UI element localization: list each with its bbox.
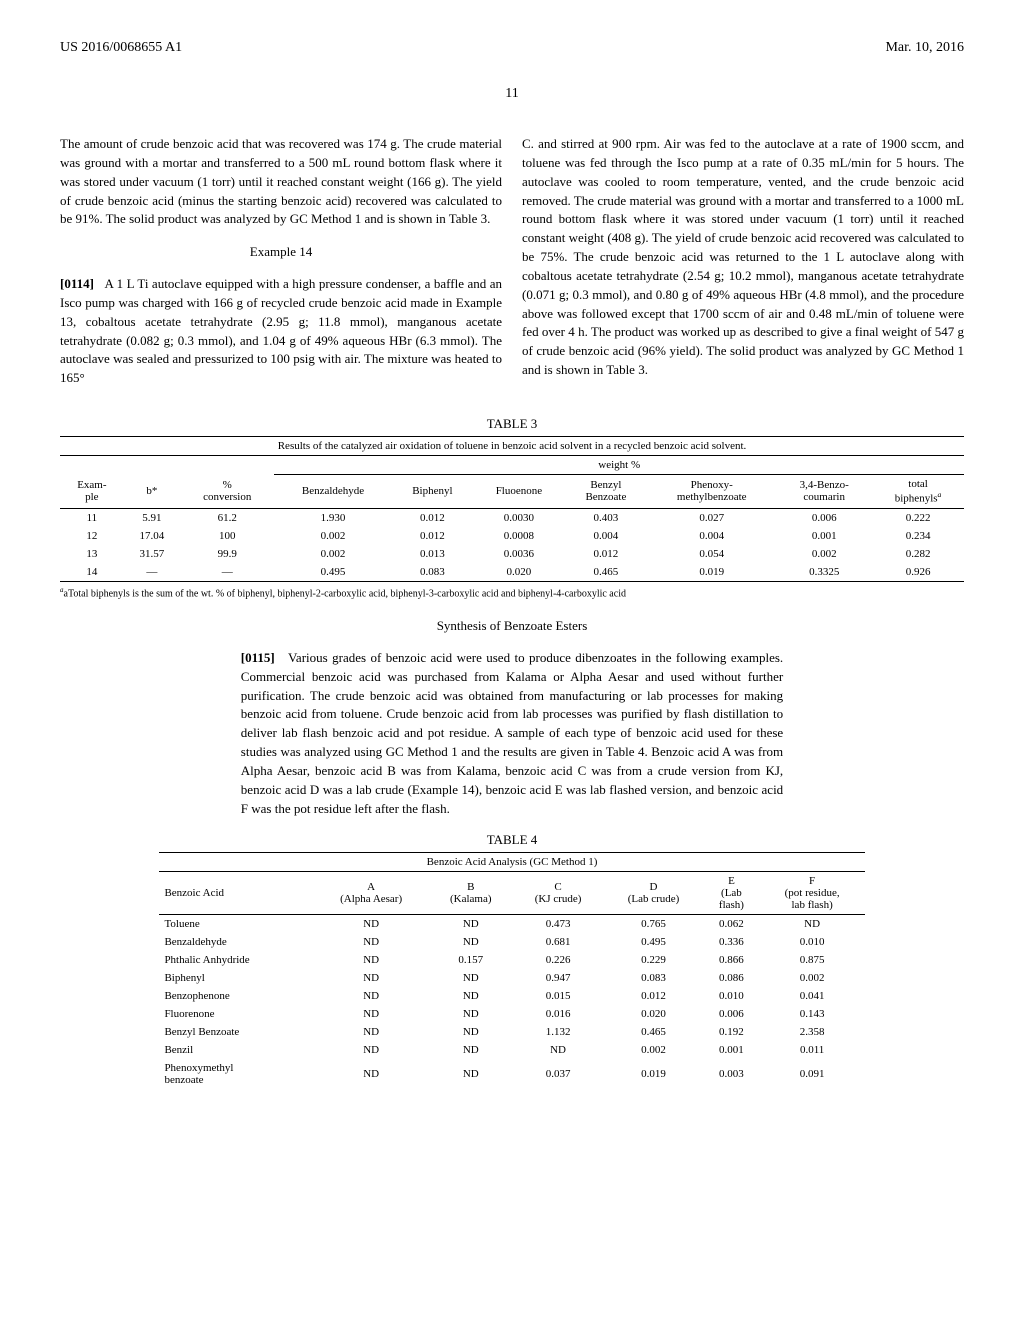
table3-row: 1331.5799.90.0020.0130.00360.0120.0540.0… <box>60 545 964 563</box>
table4-row: PhenoxymethylbenzoateNDND0.0370.0190.003… <box>159 1059 864 1089</box>
t4-h-A: A(Alpha Aesar) <box>313 871 429 914</box>
table3-label: TABLE 3 <box>60 416 964 432</box>
table4-row: FluorenoneNDND0.0160.0200.0060.143 <box>159 1005 864 1023</box>
t3-h-example: Exam-ple <box>60 475 124 509</box>
table4-wrap: Benzoic Acid Analysis (GC Method 1) Benz… <box>159 852 864 1089</box>
patent-date: Mar. 10, 2016 <box>885 40 964 56</box>
t3-h-benzocoumarin: 3,4-Benzo-coumarin <box>776 475 872 509</box>
table4-header-row: Benzoic Acid A(Alpha Aesar) B(Kalama) C(… <box>159 871 864 914</box>
left-column: The amount of crude benzoic acid that wa… <box>60 122 502 401</box>
table4-row: BiphenylNDND0.9470.0830.0860.002 <box>159 969 864 987</box>
para-number-0115: [0115] <box>241 650 275 665</box>
table4-row: Benzyl BenzoateNDND1.1320.4650.1922.358 <box>159 1023 864 1041</box>
t3-h-total: totalbiphenylsa <box>872 475 964 509</box>
t4-h-D: D(Lab crude) <box>604 871 703 914</box>
t4-phenoxy-cell: Phenoxymethylbenzoate <box>159 1059 313 1089</box>
example-14-heading: Example 14 <box>60 243 502 262</box>
table4-row: BenzophenoneNDND0.0150.0120.0100.041 <box>159 987 864 1005</box>
synthesis-block: Synthesis of Benzoate Esters [0115] Vari… <box>241 617 783 818</box>
table3-title: Results of the catalyzed air oxidation o… <box>60 437 964 456</box>
synthesis-heading: Synthesis of Benzoate Esters <box>241 617 783 636</box>
table3-row: 1217.041000.0020.0120.00080.0040.0040.00… <box>60 527 964 545</box>
synthesis-text: Various grades of benzoic acid were used… <box>241 650 783 816</box>
table3-footnote: aaTotal biphenyls is the sum of the wt. … <box>60 586 964 599</box>
table3-header-row: Exam-ple b* %conversion Benzaldehyde Bip… <box>60 475 964 509</box>
t3-h-benzylbenzoate: BenzylBenzoate <box>565 475 648 509</box>
page-number: 11 <box>60 86 964 102</box>
table4-row: BenzilNDNDND0.0020.0010.011 <box>159 1041 864 1059</box>
t4-h-F: F(pot residue,lab flash) <box>760 871 865 914</box>
left-para-1: The amount of crude benzoic acid that wa… <box>60 135 502 229</box>
table4-row: TolueneNDND0.4730.7650.062ND <box>159 914 864 933</box>
two-column-body: The amount of crude benzoic acid that wa… <box>60 122 964 401</box>
left-para-2-text: A 1 L Ti autoclave equipped with a high … <box>60 276 502 385</box>
para-number-0114: [0114] <box>60 276 94 291</box>
left-para-2: [0114] A 1 L Ti autoclave equipped with … <box>60 275 502 388</box>
table3-weight-header: weight % <box>274 456 964 475</box>
t3-h-conv: %conversion <box>180 475 274 509</box>
table4: Benzoic Acid Analysis (GC Method 1) Benz… <box>159 852 864 1089</box>
t3-h-bstar: b* <box>124 475 180 509</box>
t4-h-acid: Benzoic Acid <box>159 871 313 914</box>
t4-h-E: E(Labflash) <box>703 871 760 914</box>
page-header: US 2016/0068655 A1 Mar. 10, 2016 <box>60 40 964 56</box>
t3-h-fluoenone: Fluoenone <box>473 475 564 509</box>
table4-row: BenzaldehydeNDND0.6810.4950.3360.010 <box>159 933 864 951</box>
t4-h-B: B(Kalama) <box>429 871 512 914</box>
table4-label: TABLE 4 <box>60 832 964 848</box>
patent-number: US 2016/0068655 A1 <box>60 40 182 56</box>
t3-h-benzaldehyde: Benzaldehyde <box>274 475 391 509</box>
page: US 2016/0068655 A1 Mar. 10, 2016 11 The … <box>0 0 1024 1139</box>
right-para-1: C. and stirred at 900 rpm. Air was fed t… <box>522 135 964 380</box>
table3-row: 115.9161.21.9300.0120.00300.4030.0270.00… <box>60 508 964 527</box>
t3-h-phenoxy: Phenoxy-methylbenzoate <box>647 475 776 509</box>
right-column: C. and stirred at 900 rpm. Air was fed t… <box>522 122 964 401</box>
table4-title: Benzoic Acid Analysis (GC Method 1) <box>159 852 864 871</box>
t4-h-C: C(KJ crude) <box>512 871 604 914</box>
table3: Results of the catalyzed air oxidation o… <box>60 436 964 582</box>
table4-row: Phthalic AnhydrideND0.1570.2260.2290.866… <box>159 951 864 969</box>
table3-row: 14——0.4950.0830.0200.4650.0190.33250.926 <box>60 563 964 582</box>
synthesis-para: [0115] Various grades of benzoic acid we… <box>241 649 783 819</box>
t3-h-biphenyl: Biphenyl <box>392 475 474 509</box>
table3-wrap: Results of the catalyzed air oxidation o… <box>60 436 964 599</box>
